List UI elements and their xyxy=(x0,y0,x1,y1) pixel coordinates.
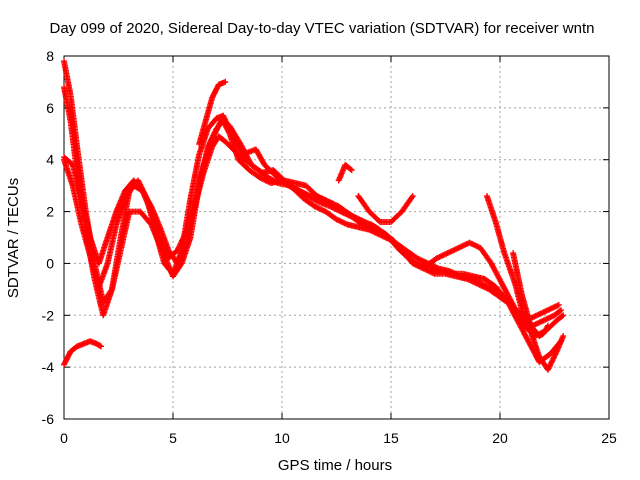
x-tick-label: 5 xyxy=(169,430,177,446)
data-point xyxy=(222,78,229,85)
data-point xyxy=(556,307,563,314)
data-point xyxy=(408,194,415,201)
data-point xyxy=(560,333,567,340)
data-point xyxy=(409,193,416,200)
x-tick-label: 0 xyxy=(60,430,68,446)
data-point xyxy=(348,167,355,174)
y-tick-label: 0 xyxy=(46,255,54,271)
x-tick-label: 25 xyxy=(601,430,617,446)
data-point xyxy=(559,313,566,320)
x-tick-label: 15 xyxy=(383,430,399,446)
y-tick-label: -6 xyxy=(42,411,55,427)
data-point xyxy=(347,166,354,173)
data-marks xyxy=(61,58,567,373)
plot-frame xyxy=(63,55,610,420)
y-tick-label: -2 xyxy=(42,307,55,323)
series-trace-3 xyxy=(61,117,567,340)
data-point xyxy=(555,301,562,308)
y-tick-label: 4 xyxy=(46,152,54,168)
series-trace-9 xyxy=(483,193,567,373)
x-axis: 0 5 10 15 20 25 xyxy=(60,56,617,446)
y-tick-label: 2 xyxy=(46,204,54,220)
series-trace-10 xyxy=(510,250,551,340)
series-trace-2 xyxy=(61,84,565,365)
series-trace-4 xyxy=(61,133,562,324)
y-axis: -6 -4 -2 0 2 4 6 8 xyxy=(42,48,609,427)
x-axis-label: GPS time / hours xyxy=(278,457,392,474)
data-point xyxy=(544,323,551,330)
grid xyxy=(64,56,609,419)
y-tick-label: -4 xyxy=(42,359,55,375)
x-tick-label: 10 xyxy=(274,430,290,446)
chart-title: Day 099 of 2020, Sidereal Day-to-day VTE… xyxy=(50,20,595,37)
series-trace-7 xyxy=(335,161,355,184)
data-point xyxy=(544,322,551,329)
series-trace-8 xyxy=(355,193,416,225)
y-tick-label: 8 xyxy=(46,48,54,64)
data-point xyxy=(560,312,567,319)
data-point xyxy=(147,202,154,209)
y-tick-label: 6 xyxy=(46,100,54,116)
series-trace-6 xyxy=(196,78,229,148)
x-tick-label: 20 xyxy=(492,430,508,446)
series-trace-5 xyxy=(61,338,105,368)
data-point xyxy=(98,343,105,350)
y-axis-label: SDTVAR / TECUs xyxy=(5,178,22,298)
data-point xyxy=(273,179,280,186)
data-point xyxy=(558,307,565,314)
